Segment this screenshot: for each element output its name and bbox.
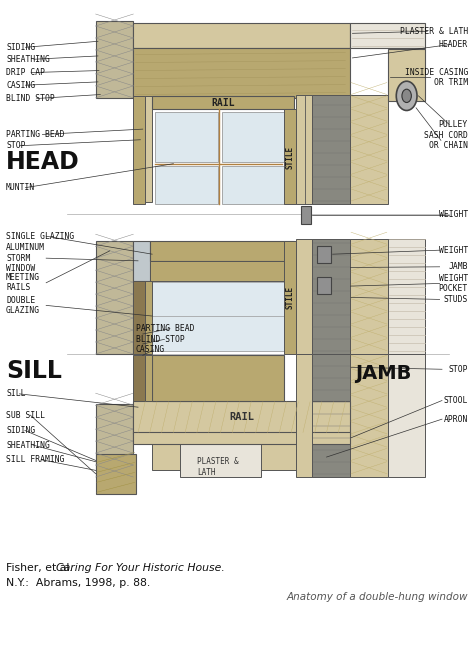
Polygon shape	[133, 48, 350, 98]
Polygon shape	[181, 444, 261, 477]
Polygon shape	[350, 239, 388, 354]
Text: SHEATHING: SHEATHING	[6, 441, 50, 450]
Polygon shape	[301, 206, 311, 224]
Text: SHEATHING: SHEATHING	[6, 55, 50, 63]
Polygon shape	[96, 21, 133, 98]
Text: SUB SILL: SUB SILL	[6, 411, 45, 420]
Polygon shape	[222, 166, 285, 204]
Polygon shape	[296, 239, 312, 354]
Polygon shape	[133, 432, 350, 444]
Text: STILE: STILE	[285, 286, 294, 309]
Polygon shape	[133, 401, 350, 434]
Polygon shape	[296, 354, 312, 477]
Text: SIDING: SIDING	[6, 426, 36, 435]
Text: PULLEY: PULLEY	[438, 120, 468, 129]
Text: DOUBLE
GLAZING: DOUBLE GLAZING	[6, 296, 40, 315]
Polygon shape	[155, 166, 218, 204]
Polygon shape	[150, 241, 293, 261]
Text: BLIND STOP: BLIND STOP	[6, 94, 55, 103]
Text: HEADER: HEADER	[438, 40, 468, 49]
Text: STOP: STOP	[6, 141, 26, 150]
Text: N.Y.:  Abrams, 1998, p. 88.: N.Y.: Abrams, 1998, p. 88.	[6, 578, 150, 589]
Polygon shape	[150, 282, 284, 351]
Text: Caring For Your Historic House.: Caring For Your Historic House.	[55, 563, 225, 573]
Text: STILE: STILE	[285, 146, 294, 168]
Text: STUDS: STUDS	[444, 295, 468, 304]
Text: WEIGHT
POCKET: WEIGHT POCKET	[438, 274, 468, 293]
Text: PARTING BEAD: PARTING BEAD	[136, 324, 194, 333]
Circle shape	[402, 90, 411, 102]
Polygon shape	[133, 96, 145, 204]
Polygon shape	[152, 355, 284, 401]
Text: BLIND STOP: BLIND STOP	[136, 335, 184, 344]
Circle shape	[396, 81, 417, 110]
Polygon shape	[284, 241, 296, 354]
Text: STOOL: STOOL	[444, 396, 468, 405]
Polygon shape	[145, 355, 152, 401]
Polygon shape	[152, 444, 322, 470]
Text: STOP: STOP	[448, 365, 468, 374]
Polygon shape	[152, 96, 293, 109]
Text: Anatomy of a double-hung window: Anatomy of a double-hung window	[286, 592, 468, 602]
Polygon shape	[388, 239, 426, 354]
Polygon shape	[350, 23, 426, 48]
Text: SASH CORD
OR CHAIN: SASH CORD OR CHAIN	[424, 131, 468, 150]
Text: SILL FRAMING: SILL FRAMING	[6, 455, 64, 464]
Text: SIDING: SIDING	[6, 43, 36, 52]
Polygon shape	[133, 355, 145, 401]
Polygon shape	[150, 261, 293, 281]
Polygon shape	[312, 354, 350, 477]
Polygon shape	[96, 454, 136, 494]
Text: WEIGHT: WEIGHT	[438, 246, 468, 255]
Text: CASING: CASING	[136, 345, 165, 355]
Polygon shape	[312, 239, 350, 354]
Text: INSIDE CASING
OR TRIM: INSIDE CASING OR TRIM	[404, 67, 468, 87]
Polygon shape	[222, 112, 285, 162]
Polygon shape	[96, 241, 133, 354]
Polygon shape	[145, 96, 152, 202]
Polygon shape	[317, 246, 331, 263]
Polygon shape	[388, 354, 426, 477]
Polygon shape	[350, 94, 388, 204]
Polygon shape	[155, 112, 218, 162]
Text: PLASTER &
LATH: PLASTER & LATH	[197, 458, 238, 477]
Text: SILL: SILL	[6, 359, 62, 383]
Polygon shape	[312, 94, 350, 204]
Text: HEAD: HEAD	[6, 150, 80, 174]
Polygon shape	[388, 49, 426, 101]
Polygon shape	[317, 277, 331, 294]
Text: APRON: APRON	[444, 415, 468, 424]
Text: DRIP CAP: DRIP CAP	[6, 68, 45, 77]
Text: JAMB: JAMB	[448, 263, 468, 271]
Text: RAIL: RAIL	[229, 412, 254, 422]
Polygon shape	[133, 281, 145, 354]
Text: SINGLE GLAZING: SINGLE GLAZING	[6, 232, 74, 240]
Text: CASING: CASING	[6, 81, 36, 90]
Polygon shape	[133, 241, 150, 281]
Text: SILL: SILL	[6, 389, 26, 398]
Polygon shape	[150, 244, 181, 274]
Text: PLASTER & LATH: PLASTER & LATH	[400, 27, 468, 36]
Polygon shape	[284, 109, 296, 204]
Polygon shape	[145, 281, 152, 354]
Text: MUNTIN: MUNTIN	[6, 183, 36, 192]
Text: Fisher, et al.: Fisher, et al.	[6, 563, 76, 573]
Text: ALUMINUM
STORM
WINDOW: ALUMINUM STORM WINDOW	[6, 243, 45, 273]
Polygon shape	[296, 94, 312, 204]
Text: RAIL: RAIL	[211, 98, 235, 108]
Text: PARTING BEAD: PARTING BEAD	[6, 130, 64, 139]
Polygon shape	[133, 23, 350, 48]
Polygon shape	[96, 404, 133, 477]
Text: MEETING
RAILS: MEETING RAILS	[6, 273, 40, 293]
Polygon shape	[350, 354, 388, 477]
Text: JAMB: JAMB	[355, 365, 411, 383]
Text: WEIGHT: WEIGHT	[438, 210, 468, 219]
